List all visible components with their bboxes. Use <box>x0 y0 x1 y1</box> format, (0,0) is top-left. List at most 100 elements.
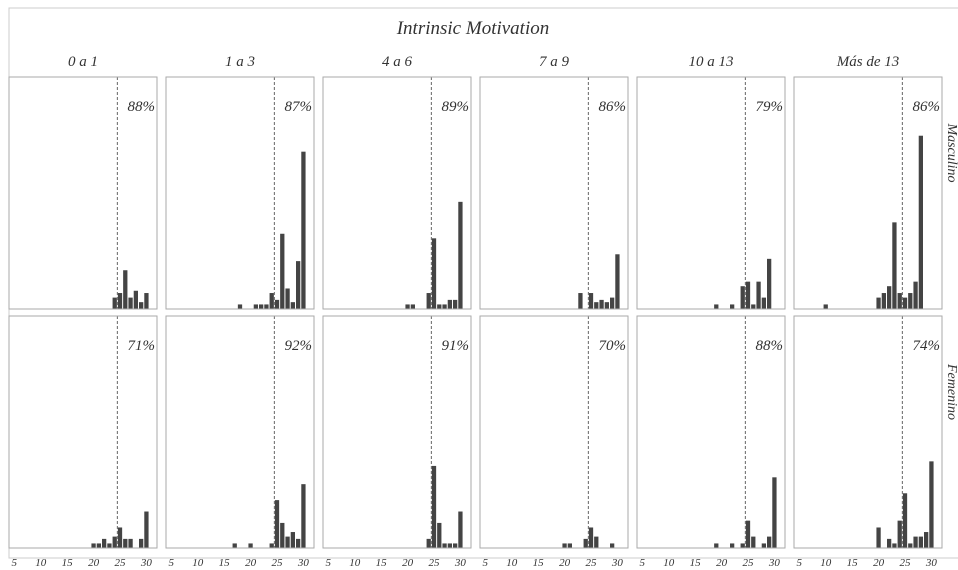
x-tick-label: 5 <box>640 557 646 569</box>
histogram-bar <box>604 302 609 309</box>
panel-0-5: 86% <box>793 76 943 310</box>
x-tick-label: 15 <box>62 557 74 569</box>
histogram-bar <box>908 293 913 309</box>
histogram-bar <box>128 538 133 548</box>
histogram-bar <box>269 293 274 309</box>
x-tick-label: 15 <box>690 557 702 569</box>
x-tick-label: 15 <box>219 557 231 569</box>
histogram-bar <box>253 304 258 309</box>
x-tick-label: 30 <box>297 557 310 569</box>
histogram-bar <box>918 536 923 548</box>
panel-1-3: 70% 5 10 15 20 25 30 <box>479 315 629 569</box>
histogram-bar <box>447 543 452 548</box>
histogram-bar <box>280 233 285 309</box>
histogram-bar <box>117 293 123 309</box>
histogram-bar <box>107 543 112 548</box>
panel-frame <box>479 315 629 549</box>
histogram-bar <box>897 293 902 309</box>
percent-label: 87% <box>285 99 313 115</box>
histogram-bar <box>426 538 431 548</box>
x-tick-label: 25 <box>272 557 284 569</box>
x-tick-label: 30 <box>925 557 938 569</box>
histogram-bar <box>237 304 243 309</box>
histogram-bar <box>578 293 583 309</box>
histogram-bar <box>823 304 828 309</box>
histogram-bar <box>102 538 107 548</box>
panel-frame <box>793 315 943 549</box>
x-tick-label: 10 <box>349 557 361 569</box>
x-tick-label: 20 <box>245 557 257 569</box>
panel-frame <box>165 315 315 549</box>
histogram-bar <box>405 304 410 309</box>
x-tick-label: 25 <box>900 557 912 569</box>
percent-label: 91% <box>442 338 470 354</box>
panel-0-2: 89% <box>322 76 472 310</box>
histogram-bar <box>892 543 897 548</box>
chart-title: Intrinsic Motivation <box>396 18 550 39</box>
histogram-bar <box>453 299 458 309</box>
histogram-bar <box>892 222 897 309</box>
histogram-bar <box>285 288 290 309</box>
histogram-bar <box>437 522 442 548</box>
histogram-bar <box>426 293 431 309</box>
histogram-bar <box>887 286 892 309</box>
histogram-bar <box>588 527 594 548</box>
panel-frame <box>636 315 786 549</box>
panel-1-0: 71% 5 10 15 20 25 30 <box>8 315 158 569</box>
x-tick-label: 10 <box>192 557 204 569</box>
x-tick-label: 20 <box>88 557 100 569</box>
percent-label: 71% <box>128 338 156 354</box>
histogram-bar <box>902 493 908 548</box>
panel-0-0: 88% <box>8 76 158 310</box>
histogram-bar <box>232 543 237 548</box>
histogram-bar <box>269 543 274 548</box>
x-tick-label: 25 <box>586 557 598 569</box>
histogram-bar <box>887 538 892 548</box>
histogram-bar <box>562 543 567 548</box>
histogram-bar <box>91 543 96 548</box>
column-label: 10 a 13 <box>689 54 734 70</box>
histogram-bar <box>761 543 766 548</box>
panel-frame <box>322 76 472 310</box>
x-tick-label: 5 <box>483 557 489 569</box>
histogram-bar <box>458 201 463 309</box>
panel-frame <box>793 76 943 310</box>
x-tick-label: 20 <box>716 557 728 569</box>
x-tick-label: 25 <box>115 557 127 569</box>
histogram-bar <box>123 538 128 548</box>
histogram-bar <box>583 538 588 548</box>
column-label: Más de 13 <box>836 54 900 70</box>
histogram-bar <box>96 543 101 548</box>
percent-label: 88% <box>756 338 784 354</box>
histogram-bar <box>248 543 253 548</box>
histogram-bar <box>264 304 269 309</box>
histogram-bar <box>876 297 881 309</box>
histogram-bar <box>567 543 572 548</box>
x-tick-label: 5 <box>12 557 18 569</box>
histogram-bar <box>442 304 447 309</box>
x-tick-label: 10 <box>820 557 832 569</box>
panel-frame <box>636 76 786 310</box>
histogram-bar <box>290 302 295 309</box>
histogram-bar <box>139 302 144 309</box>
panel-frame <box>8 76 158 310</box>
histogram-bar <box>139 538 144 548</box>
histogram-bar <box>924 532 929 548</box>
histogram-bar <box>301 484 306 548</box>
row-label: Masculino <box>944 122 958 182</box>
panel-1-4: 88% 5 10 15 20 25 30 <box>636 315 786 569</box>
histogram-bar <box>458 511 463 548</box>
histogram-bar <box>453 543 458 548</box>
column-label: 0 a 1 <box>68 54 98 70</box>
histogram-bar <box>756 281 761 309</box>
x-tick-label: 5 <box>797 557 803 569</box>
histogram-bar <box>144 511 149 548</box>
percent-label: 86% <box>599 99 627 115</box>
column-label: 4 a 6 <box>382 54 413 70</box>
x-tick-label: 10 <box>663 557 675 569</box>
histogram-bar <box>740 286 745 309</box>
percent-label: 86% <box>913 99 941 115</box>
panel-0-4: 79% <box>636 76 786 310</box>
x-tick-label: 5 <box>169 557 175 569</box>
